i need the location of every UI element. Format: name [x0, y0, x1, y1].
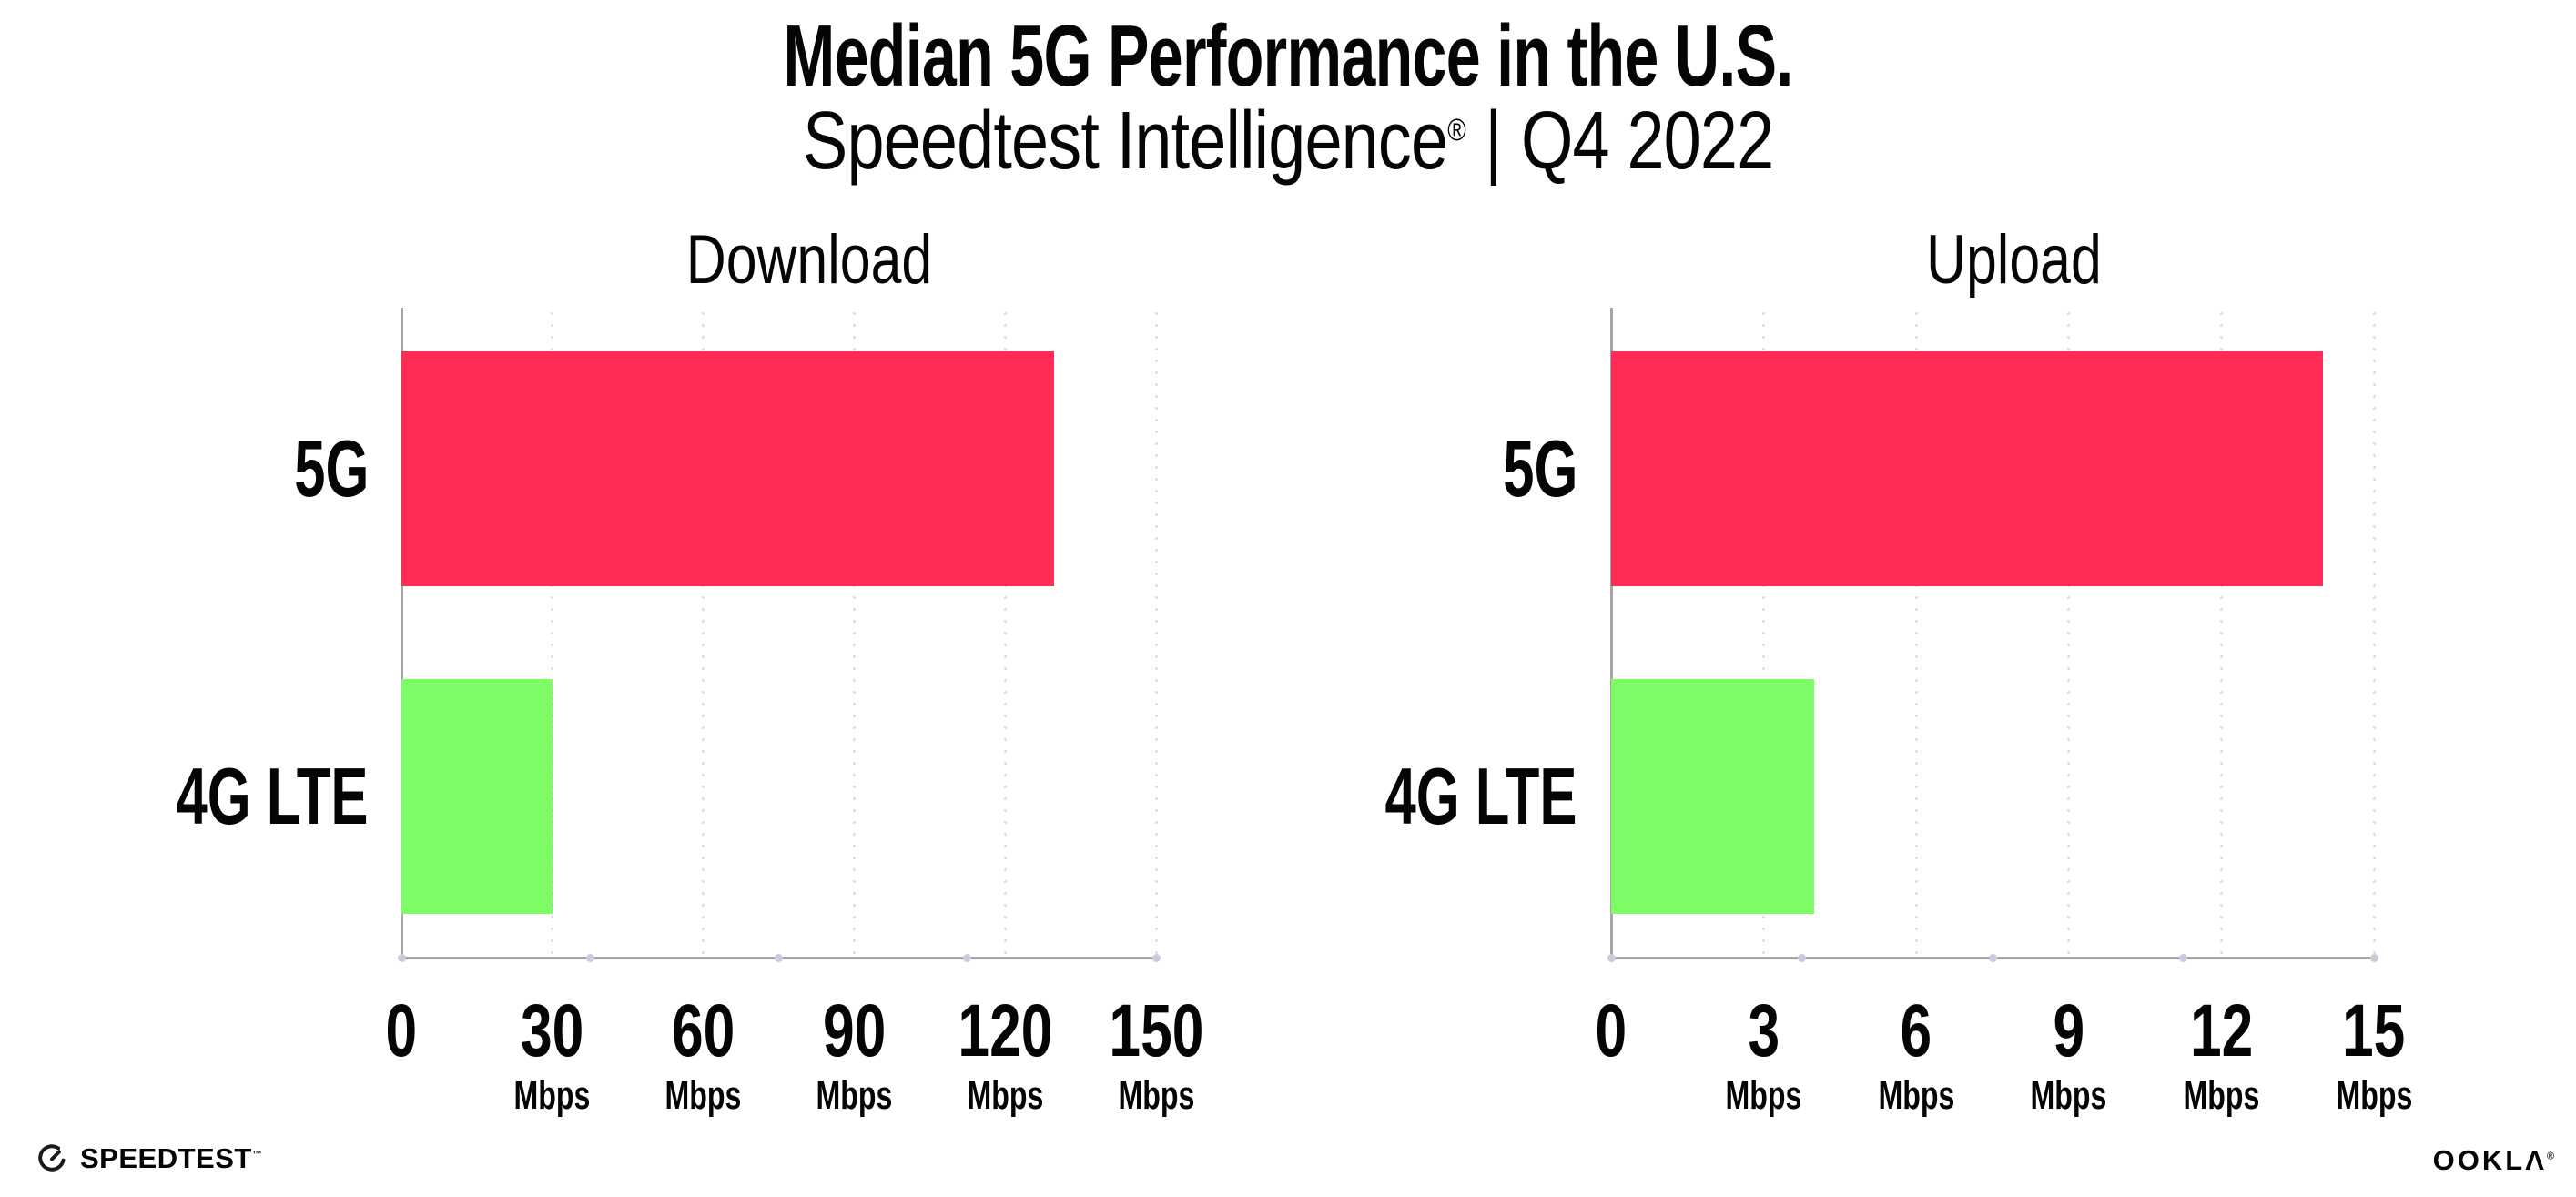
- x-unit-download-30-text: Mbps: [513, 1073, 591, 1118]
- x-axis-tick-dot-upload-1: [1798, 953, 1806, 962]
- subtitle-divider: |: [1485, 96, 1502, 187]
- x-axis-tick-dot-upload-2: [1988, 953, 1997, 962]
- x-tick-download-30: 30: [261, 994, 844, 1069]
- x-tick-download-0: 0: [110, 994, 693, 1069]
- chart-title-upload-text: Upload: [1925, 221, 2102, 299]
- x-tick-download-120: 120: [714, 994, 1296, 1069]
- bar-5g-download: [401, 351, 1055, 586]
- x-tick-download-30-text: 30: [521, 989, 584, 1072]
- gridline-upload-15: [2372, 308, 2376, 958]
- x-tick-upload-6: 6: [1625, 994, 2207, 1069]
- category-label-5g-upload: 5G: [1195, 429, 1577, 509]
- x-tick-upload-3: 3: [1473, 994, 2055, 1069]
- x-axis-tick-dot-download-0: [397, 953, 406, 962]
- x-axis-tick-dot-upload-4: [2369, 953, 2378, 962]
- x-unit-upload-15: Mbps: [2083, 1076, 2576, 1116]
- x-tick-upload-0-text: 0: [1595, 989, 1628, 1072]
- x-tick-download-60: 60: [412, 994, 995, 1069]
- gridline-download-90: [852, 308, 856, 958]
- x-unit-upload-6: Mbps: [1625, 1076, 2207, 1116]
- y-axis-download: [400, 308, 403, 958]
- x-axis-tick-dot-download-4: [1151, 953, 1161, 962]
- x-tick-upload-12: 12: [1930, 994, 2512, 1069]
- page-title: Median 5G Performance in the U.S.: [0, 13, 2576, 100]
- bar-4g-lte-upload: [1611, 679, 1815, 914]
- x-axis-tick-dot-download-3: [963, 953, 972, 962]
- x-unit-upload-12: Mbps: [1930, 1076, 2512, 1116]
- x-unit-download-150: Mbps: [865, 1076, 1447, 1116]
- gridline-upload-3: [1762, 308, 1766, 958]
- x-tick-upload-9: 9: [1778, 994, 2360, 1069]
- registered-mark: ®: [1447, 113, 1466, 147]
- x-unit-upload-3: Mbps: [1473, 1076, 2055, 1116]
- x-unit-download-60: Mbps: [412, 1076, 995, 1116]
- gridline-download-60: [702, 308, 705, 958]
- x-axis-tick-dot-download-2: [775, 953, 783, 962]
- bar-4g-lte-download: [401, 679, 553, 914]
- x-tick-upload-0: 0: [1320, 994, 1902, 1069]
- category-label-text: 4G LTE: [176, 751, 369, 841]
- category-label-4g-lte-download: 4G LTE: [0, 756, 369, 837]
- gridline-download-120: [1003, 308, 1007, 958]
- gridline-upload-9: [2067, 308, 2071, 958]
- speedtest-wordmark: SPEEDTEST™: [80, 1141, 263, 1174]
- ookla-wordmark: OOKLΛ®: [2432, 1143, 2554, 1176]
- category-label-text: 5G: [1502, 423, 1577, 513]
- x-tick-download-60-text: 60: [671, 989, 735, 1072]
- chart-title-upload: Upload: [1722, 226, 2305, 295]
- registered-mark-ookla: ®: [2546, 1151, 2554, 1162]
- speedtest-gauge-icon: [38, 1144, 66, 1172]
- category-label-4g-lte-upload: 4G LTE: [1195, 756, 1577, 837]
- x-tick-download-150-text: 150: [1108, 989, 1203, 1072]
- x-unit-download-150-text: Mbps: [1118, 1073, 1194, 1118]
- x-unit-upload-6-text: Mbps: [1878, 1073, 1955, 1118]
- y-axis-upload: [1609, 308, 1613, 958]
- chart-title-download-text: Download: [685, 221, 933, 299]
- x-tick-download-90: 90: [563, 994, 1145, 1069]
- gridline-download-150: [1154, 308, 1158, 958]
- x-tick-upload-15: 15: [2083, 994, 2576, 1069]
- x-tick-download-0-text: 0: [385, 989, 418, 1072]
- page-subtitle: Speedtest Intelligence® | Q4 2022: [0, 100, 2576, 182]
- subtitle-period: Q4 2022: [1520, 96, 1774, 187]
- x-tick-upload-12-text: 12: [2189, 989, 2254, 1072]
- x-unit-upload-9: Mbps: [1778, 1076, 2360, 1116]
- x-tick-upload-15-text: 15: [2342, 989, 2406, 1072]
- x-unit-upload-3-text: Mbps: [1725, 1073, 1802, 1118]
- x-unit-upload-15-text: Mbps: [2336, 1073, 2412, 1118]
- x-tick-download-120-text: 120: [958, 989, 1053, 1072]
- gridline-upload-6: [1914, 308, 1918, 958]
- x-tick-download-150: 150: [865, 994, 1447, 1069]
- x-unit-download-60-text: Mbps: [664, 1073, 742, 1118]
- bar-5g-upload: [1611, 351, 2324, 586]
- x-tick-download-90-text: 90: [822, 989, 887, 1072]
- category-label-text: 4G LTE: [1384, 751, 1577, 841]
- x-axis-tick-dot-upload-3: [2179, 953, 2187, 962]
- speedtest-logo: SPEEDTEST™: [36, 1140, 262, 1176]
- x-unit-download-30: Mbps: [261, 1076, 844, 1116]
- x-unit-download-120: Mbps: [714, 1076, 1296, 1116]
- x-tick-upload-9-text: 9: [2053, 989, 2085, 1072]
- ookla-logo: OOKLΛ®: [2433, 1143, 2554, 1176]
- category-label-5g-download: 5G: [0, 429, 369, 509]
- x-unit-download-120-text: Mbps: [967, 1073, 1044, 1118]
- x-unit-download-90-text: Mbps: [816, 1073, 893, 1118]
- x-axis-tick-dot-upload-0: [1607, 953, 1616, 962]
- x-tick-upload-6-text: 6: [1900, 989, 1932, 1072]
- chart-title-download: Download: [518, 226, 1100, 295]
- gridline-download-30: [551, 308, 554, 958]
- page-title-text: Median 5G Performance in the U.S.: [783, 7, 1793, 105]
- x-unit-upload-9-text: Mbps: [2030, 1073, 2107, 1118]
- category-label-text: 5G: [293, 423, 369, 513]
- x-unit-download-90: Mbps: [563, 1076, 1145, 1116]
- x-tick-upload-3-text: 3: [1748, 989, 1780, 1072]
- x-axis-tick-dot-download-1: [585, 953, 594, 962]
- gridline-upload-12: [2219, 308, 2223, 958]
- subtitle-brand: Speedtest Intelligence: [802, 96, 1448, 187]
- x-unit-upload-12-text: Mbps: [2183, 1073, 2260, 1118]
- trademark-mark: ™: [251, 1149, 263, 1161]
